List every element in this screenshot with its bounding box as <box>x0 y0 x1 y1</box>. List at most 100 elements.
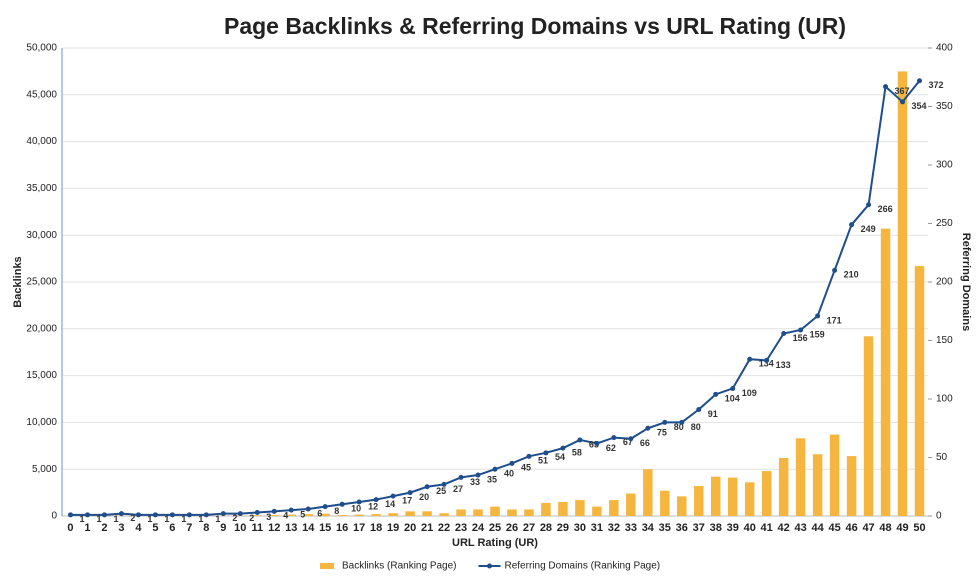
x-tick-label: 11 <box>251 522 263 534</box>
bar <box>303 514 313 516</box>
x-tick-label: 15 <box>319 522 331 534</box>
data-label: 65 <box>589 439 599 449</box>
line-point <box>645 425 651 431</box>
bar <box>880 228 891 516</box>
data-label: 159 <box>810 329 825 339</box>
bar <box>286 514 296 516</box>
data-label: 367 <box>895 86 910 96</box>
x-tick-label: 31 <box>591 522 603 534</box>
line-point <box>424 484 430 490</box>
data-label: 249 <box>861 224 876 234</box>
bar <box>863 336 874 516</box>
bar <box>829 434 840 516</box>
x-tick-label: 14 <box>302 522 315 534</box>
x-tick-label: 38 <box>710 522 722 534</box>
data-label: 5 <box>300 510 305 520</box>
x-tick-label: 8 <box>203 522 209 534</box>
x-tick-label: 39 <box>727 522 739 534</box>
bar <box>609 500 619 516</box>
line-point <box>662 419 668 425</box>
bar <box>456 509 466 516</box>
x-tick-label: 7 <box>186 522 192 534</box>
data-label: 20 <box>419 492 429 502</box>
data-label: 1 <box>181 514 186 524</box>
bar <box>897 71 908 517</box>
bar <box>524 509 534 516</box>
x-tick-label: 17 <box>353 522 365 534</box>
data-label: 134 <box>759 359 774 369</box>
x-tick-label: 45 <box>828 522 840 534</box>
data-label: 62 <box>606 443 616 453</box>
bar <box>914 266 925 516</box>
data-label: 2 <box>232 513 237 523</box>
x-tick-label: 1 <box>84 522 90 534</box>
line-point <box>849 222 855 228</box>
legend-swatch <box>487 563 492 569</box>
line-point <box>390 493 396 499</box>
x-tick-label: 20 <box>404 522 416 534</box>
data-label: 1 <box>198 514 203 524</box>
bar <box>710 476 721 516</box>
x-tick-label: 40 <box>744 522 756 534</box>
x-tick-label: 4 <box>135 522 142 534</box>
data-label: 66 <box>640 438 650 448</box>
line-point <box>543 450 549 456</box>
bar <box>660 490 670 516</box>
data-label: 45 <box>521 463 531 473</box>
line-point <box>237 511 243 517</box>
x-tick-label: 36 <box>676 522 688 534</box>
line-point <box>152 512 158 518</box>
data-label: 6 <box>317 508 322 518</box>
data-label: 75 <box>657 428 667 438</box>
bar <box>507 509 517 516</box>
line-point <box>322 504 328 510</box>
x-tick-label: 48 <box>879 522 891 534</box>
data-label: 354 <box>912 101 927 111</box>
x-tick-label: 35 <box>659 522 671 534</box>
y-tick-label: 20,000 <box>26 323 57 334</box>
data-label: 2 <box>130 513 135 523</box>
data-label: 14 <box>385 499 395 509</box>
y-tick-label: 10,000 <box>26 417 57 428</box>
line-point <box>577 437 583 443</box>
line-point <box>475 472 481 478</box>
x-tick-label: 49 <box>896 522 908 534</box>
data-label: 210 <box>844 270 859 280</box>
data-label: 58 <box>572 448 582 458</box>
line-point <box>832 267 838 273</box>
data-label: 54 <box>555 452 565 462</box>
line-point <box>339 501 345 507</box>
y-tick-label: 40,000 <box>26 136 57 147</box>
x-tick-label: 29 <box>557 522 569 534</box>
x-tick-label: 19 <box>387 522 399 534</box>
y-tick-label: 15,000 <box>26 370 57 381</box>
data-label: 104 <box>725 394 740 404</box>
y-tick-label: 25,000 <box>26 277 57 288</box>
line-point <box>798 327 804 333</box>
y2-tick-label: 200 <box>936 277 953 288</box>
x-tick-label: 34 <box>642 522 655 534</box>
line-point <box>101 512 107 518</box>
x-tick-label: 30 <box>574 522 586 534</box>
line-point <box>679 419 685 425</box>
data-label: 27 <box>453 484 463 494</box>
y-tick-label: 30,000 <box>26 230 57 241</box>
x-tick-label: 22 <box>438 522 450 534</box>
y-tick-label: 45,000 <box>26 89 57 100</box>
x-tick-label: 23 <box>455 522 467 534</box>
legend-label: Backlinks (Ranking Page) <box>342 561 457 572</box>
line-point <box>169 512 175 518</box>
data-label: 3 <box>266 512 271 522</box>
x-tick-label: 21 <box>421 522 433 534</box>
x-tick-label: 50 <box>913 522 925 534</box>
bar <box>371 514 381 516</box>
bar <box>490 506 500 516</box>
data-label: 10 <box>351 504 361 514</box>
data-label: 67 <box>623 437 633 447</box>
line-point <box>730 385 736 391</box>
data-label: 12 <box>368 501 378 511</box>
data-label: 2 <box>249 513 254 523</box>
line-point <box>458 474 464 480</box>
x-tick-label: 44 <box>812 522 825 534</box>
